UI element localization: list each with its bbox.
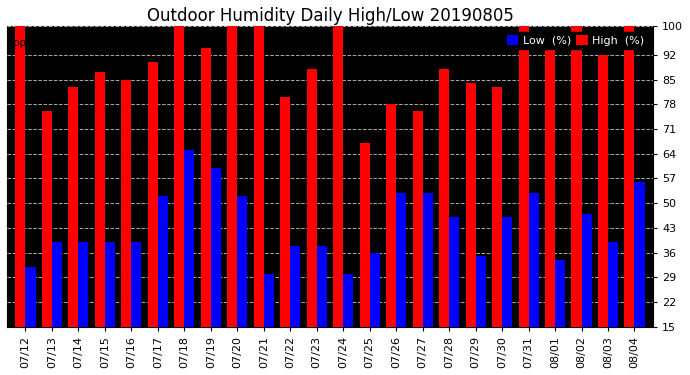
Bar: [396, 193, 406, 327]
Bar: [227, 27, 237, 327]
Bar: [175, 27, 184, 327]
Bar: [386, 104, 396, 327]
Bar: [15, 27, 26, 327]
Bar: [121, 80, 131, 327]
Bar: [529, 193, 539, 327]
Bar: [423, 193, 433, 327]
Bar: [95, 72, 105, 327]
Bar: [359, 143, 370, 327]
Bar: [184, 150, 195, 327]
Bar: [624, 27, 635, 327]
Bar: [264, 274, 274, 327]
Bar: [42, 111, 52, 327]
Bar: [52, 242, 62, 327]
Legend: Low  (%), High  (%): Low (%), High (%): [504, 32, 647, 49]
Bar: [131, 242, 141, 327]
Bar: [280, 97, 290, 327]
Bar: [79, 242, 88, 327]
Bar: [518, 27, 529, 327]
Bar: [598, 55, 608, 327]
Bar: [158, 196, 168, 327]
Bar: [237, 196, 248, 327]
Bar: [148, 62, 158, 327]
Bar: [413, 111, 423, 327]
Bar: [502, 217, 512, 327]
Bar: [26, 267, 36, 327]
Bar: [608, 242, 618, 327]
Bar: [635, 182, 644, 327]
Bar: [290, 246, 300, 327]
Bar: [439, 69, 449, 327]
Bar: [105, 242, 115, 327]
Bar: [254, 27, 264, 327]
Bar: [582, 214, 591, 327]
Bar: [370, 253, 380, 327]
Bar: [68, 87, 79, 327]
Bar: [571, 27, 582, 327]
Bar: [466, 83, 475, 327]
Bar: [492, 87, 502, 327]
Text: Copyright 2019 Cartronics.com: Copyright 2019 Cartronics.com: [7, 38, 159, 48]
Bar: [475, 256, 486, 327]
Bar: [211, 168, 221, 327]
Bar: [317, 246, 327, 327]
Bar: [449, 217, 460, 327]
Title: Outdoor Humidity Daily High/Low 20190805: Outdoor Humidity Daily High/Low 20190805: [146, 7, 513, 25]
Bar: [545, 37, 555, 327]
Bar: [201, 48, 211, 327]
Bar: [343, 274, 353, 327]
Bar: [306, 69, 317, 327]
Bar: [555, 260, 565, 327]
Bar: [333, 27, 343, 327]
